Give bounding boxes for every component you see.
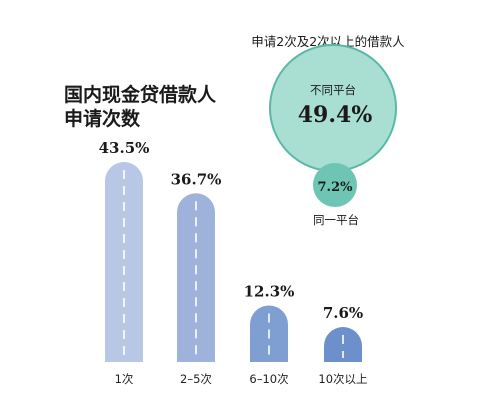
bar-value-label: 7.6% (323, 304, 363, 322)
x-tick-label: 1次 (115, 372, 134, 386)
bubble-value-different-platform: 49.4% (298, 102, 373, 128)
bar-series: 43.5% 36.7% 12.3% 7.6% (99, 139, 363, 362)
x-tick-label: 10次以上 (318, 372, 367, 386)
bar-value-label: 43.5% (99, 139, 150, 157)
bar (105, 162, 143, 362)
bar-value-label: 36.7% (171, 170, 222, 188)
chart-title-line-1: 国内现金贷借款人 (64, 83, 217, 106)
bubble-title: 申请2次及2次以上的借款人 (251, 34, 405, 49)
x-tick-label: 2–5次 (180, 372, 212, 386)
bar (324, 327, 362, 362)
bubble-label-same-platform: 同一平台 (313, 213, 359, 227)
bar-value-label: 12.3% (244, 282, 295, 300)
bubble-value-same-platform: 7.2% (318, 180, 354, 195)
bubble-same-platform (313, 163, 357, 207)
x-tick-label: 6–10次 (249, 372, 289, 386)
bar (177, 193, 215, 362)
chart-title-line-2: 申请次数 (64, 107, 141, 130)
bubble-label-different-platform: 不同平台 (310, 83, 356, 97)
